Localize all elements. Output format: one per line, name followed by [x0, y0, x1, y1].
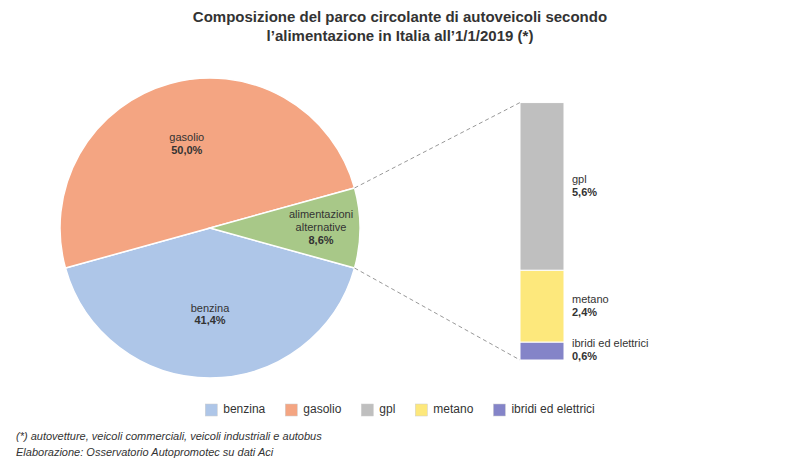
legend-swatch	[415, 404, 427, 416]
legend-label: gpl	[379, 402, 395, 416]
legend: benzina gasolio gpl metano ibridi ed elettri…	[205, 402, 595, 416]
legend-label: metano	[433, 402, 473, 416]
connector	[355, 103, 520, 188]
bar-label: metano	[572, 293, 609, 305]
slice-value: 50,0%	[171, 144, 202, 156]
chart: Composizione del parco circolante di aut…	[0, 0, 800, 471]
pie-slice	[60, 78, 355, 268]
bar-label: ibridi ed elettrici	[572, 337, 648, 349]
bar-segment	[520, 270, 564, 342]
legend-item: benzina	[205, 402, 265, 416]
bar-value: 0,6%	[572, 350, 597, 362]
slice-label: benzina	[191, 301, 230, 313]
bar-plot	[520, 103, 564, 360]
pie: benzina41,4% gasolio50,0% alimentazionialt…	[60, 78, 360, 378]
legend-item: metano	[415, 402, 473, 416]
legend-label: ibridi ed elettrici	[511, 402, 594, 416]
pie-slice	[210, 188, 360, 268]
footnote: (*) autovetture, veicoli commerciali, ve…	[16, 430, 322, 442]
legend-label: gasolio	[303, 402, 341, 416]
bar-value: 5,6%	[572, 186, 597, 198]
slice-value: 8,6%	[308, 234, 333, 246]
bar-segment	[520, 342, 564, 360]
legend-swatch	[361, 404, 373, 416]
legend-item: gpl	[361, 402, 395, 416]
connector	[355, 268, 520, 360]
legend-item: gasolio	[285, 402, 341, 416]
footnote: Elaborazione: Osservatorio Autopromotec …	[16, 446, 274, 458]
slice-label: alimentazionialternative	[289, 208, 353, 233]
legend-swatch	[205, 404, 217, 416]
title: Composizione del parco circolante di aut…	[193, 8, 607, 44]
slice-value: 41,4%	[194, 314, 225, 326]
legend-swatch	[493, 404, 505, 416]
slice-label: gasolio	[169, 131, 204, 143]
bar-segment	[520, 103, 564, 271]
legend-item: ibridi ed elettrici	[493, 402, 594, 416]
legend-label: benzina	[223, 402, 265, 416]
legend-swatch	[285, 404, 297, 416]
bar-value: 2,4%	[572, 306, 597, 318]
bar-label: gpl	[572, 173, 587, 185]
